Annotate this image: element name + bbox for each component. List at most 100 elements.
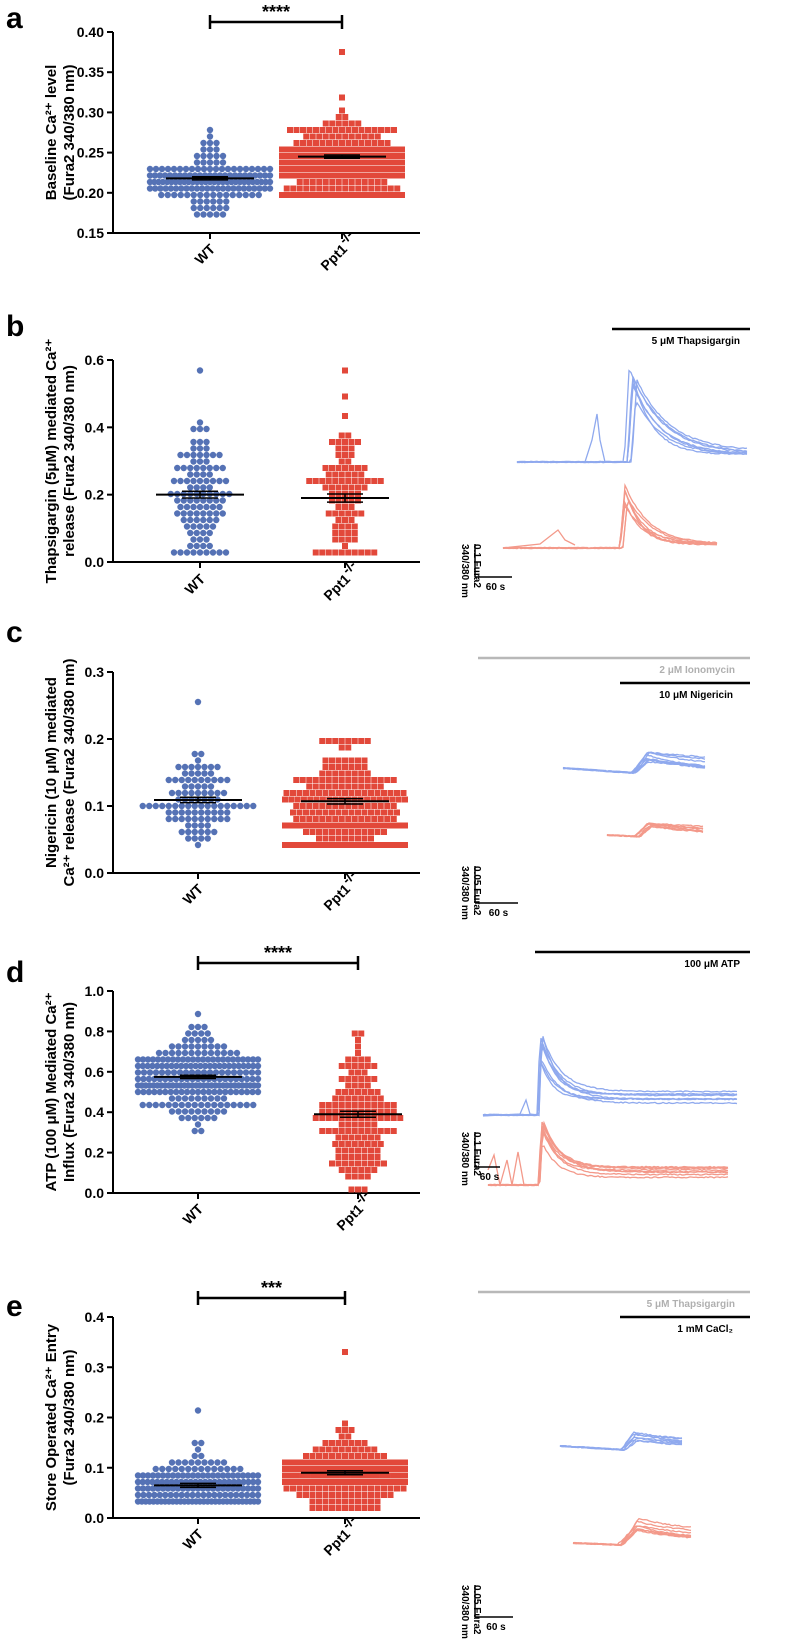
data-point-ppt1 [316,179,323,185]
data-point-wt [207,1036,215,1044]
data-point-ppt1 [335,1453,342,1459]
data-point-ppt1 [394,166,400,172]
trace-line [482,1043,738,1117]
data-point-wt [186,172,194,179]
data-point-wt [237,1465,244,1473]
data-point-wt [174,510,181,517]
data-point-ppt1 [345,1082,352,1089]
data-point-wt [204,1472,212,1479]
data-point-ppt1 [351,1173,358,1180]
data-point-ppt1 [348,445,355,452]
data-point-wt [216,204,223,212]
data-point-wt [238,1491,245,1499]
data-point-ppt1 [376,192,383,198]
data-point-wt [230,1062,238,1070]
data-point-wt [187,529,194,537]
data-point-ppt1 [355,497,361,504]
data-point-ppt1 [296,790,303,796]
data-point-ppt1 [319,783,326,790]
data-point-wt [194,1095,202,1102]
data-point-ppt1 [377,1108,384,1115]
data-point-ppt1 [396,822,403,829]
data-point-wt [152,1101,159,1109]
data-point-wt [206,1069,214,1076]
data-point-ppt1 [342,179,349,185]
data-point-wt [187,464,194,472]
data-point-wt [190,445,197,452]
data-point-ppt1 [377,783,384,790]
data-point-ppt1 [335,790,342,796]
data-point-wt [145,1491,153,1499]
data-point-ppt1 [305,1466,312,1472]
data-point-wt [194,1108,202,1115]
data-point-ppt1 [392,1466,399,1472]
data-point-ppt1 [338,523,345,530]
data-point-ppt1 [351,783,358,790]
data-point-ppt1 [335,114,342,120]
data-point-wt [172,776,179,784]
data-point-ppt1 [319,816,326,822]
data-point-ppt1 [304,166,310,172]
data-point-ppt1 [339,842,346,848]
trace-line [572,1528,692,1546]
data-point-wt [164,191,171,199]
data-point-wt [179,1472,187,1479]
data-point-ppt1 [358,1102,365,1108]
data-point-ppt1 [379,1472,386,1479]
series-ppt1 [282,1349,408,1511]
data-point-wt [207,789,215,797]
data-point-ppt1 [383,1466,390,1472]
data-point-ppt1 [345,458,352,465]
data-point-wt [248,1069,256,1076]
data-point-wt [178,1114,185,1122]
data-point-wt [200,464,207,472]
data-point-ppt1 [358,770,365,777]
data-point-ppt1 [344,172,350,179]
data-point-ppt1 [325,1446,332,1453]
data-point-ppt1 [388,1466,395,1472]
data-point-ppt1 [329,439,335,445]
y-axis-label-line1: Store Operated Ca²⁺ Entry [43,1323,60,1511]
data-point-ppt1 [306,127,313,133]
data-point-wt [217,1101,224,1109]
data-point-ppt1 [335,1498,342,1505]
data-point-ppt1 [363,192,370,198]
data-point-ppt1 [364,1063,371,1069]
data-point-ppt1 [348,120,355,127]
data-point-ppt1 [358,816,365,822]
data-point-ppt1 [303,1492,309,1498]
data-point-wt [193,464,200,472]
data-point-ppt1 [345,803,352,809]
data-point-wt [224,802,231,810]
data-point-ppt1 [360,1479,367,1485]
data-point-wt [254,1478,262,1486]
data-point-ppt1 [335,1147,342,1154]
data-point-wt [185,1101,192,1109]
data-point-wt [239,1056,247,1063]
data-point-ppt1 [332,816,339,822]
data-point-ppt1 [332,1446,339,1453]
data-point-wt [220,789,228,797]
data-point-wt [198,822,205,829]
data-point-ppt1 [360,1466,367,1472]
data-point-ppt1 [303,829,309,835]
data-point-wt [198,1465,205,1473]
data-point-wt [190,523,197,530]
data-point-wt [144,1062,151,1070]
data-point-ppt1 [361,185,368,192]
data-point-wt [185,1465,192,1473]
data-point-ppt1 [339,146,345,153]
data-point-ppt1 [313,140,319,146]
data-point-ppt1 [342,367,348,374]
data-point-wt [168,1459,176,1466]
data-point-wt [248,165,256,173]
data-point-wt [152,1069,160,1076]
data-point-wt [211,1491,218,1499]
data-point-ppt1 [371,1446,378,1453]
data-point-ppt1 [322,1505,329,1511]
data-point-ppt1 [355,1498,361,1505]
data-point-ppt1 [348,517,355,523]
data-point-ppt1 [338,549,345,556]
data-point-ppt1 [296,179,303,185]
data-point-wt [260,165,268,173]
